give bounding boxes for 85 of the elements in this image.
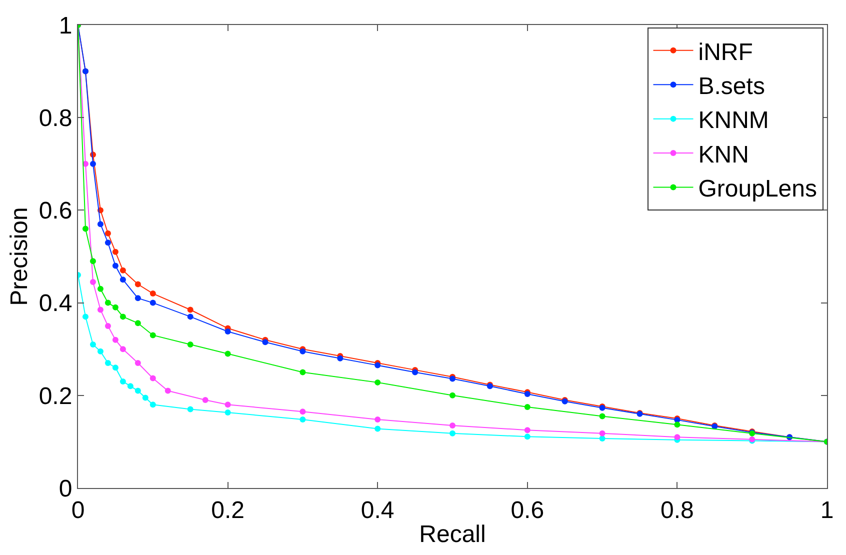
- point: [134, 295, 141, 302]
- point: [187, 406, 194, 412]
- point: [262, 339, 268, 346]
- point: [450, 392, 456, 398]
- point: [134, 388, 141, 394]
- y-tick-label: 1: [58, 12, 72, 40]
- point: [104, 230, 111, 236]
- x-tick-label: 0.4: [360, 496, 394, 524]
- point: [224, 328, 231, 335]
- point: [112, 248, 118, 255]
- point: [450, 422, 456, 428]
- legend-label: KNNM: [698, 107, 769, 134]
- x-tick-label: 0.6: [510, 496, 544, 524]
- point: [187, 306, 194, 313]
- point: [104, 360, 111, 366]
- point: [112, 262, 118, 269]
- x-axis-title: Recall: [419, 521, 486, 548]
- point: [599, 435, 606, 442]
- point: [202, 397, 208, 404]
- point: [120, 314, 126, 320]
- y-tick-label: 0: [58, 475, 72, 502]
- point: [674, 422, 680, 428]
- point: [90, 278, 96, 285]
- point: [82, 226, 88, 232]
- x-tick-label: 0.2: [211, 496, 244, 524]
- point: [97, 306, 104, 313]
- point: [104, 240, 111, 246]
- point: [150, 332, 156, 338]
- point: [187, 341, 194, 348]
- y-tick-label: 0.8: [38, 105, 72, 132]
- point: [187, 314, 194, 320]
- point: [112, 304, 118, 310]
- x-tick-label: 1: [820, 496, 834, 524]
- point: [97, 221, 104, 228]
- point: [524, 404, 530, 410]
- point: [374, 416, 381, 422]
- y-tick-label: 0.6: [38, 198, 72, 225]
- point: [674, 434, 680, 440]
- point: [90, 341, 96, 348]
- point: [90, 258, 96, 264]
- legend-label: iNRF: [698, 38, 753, 66]
- point: [127, 383, 134, 390]
- point: [374, 379, 381, 386]
- point: [450, 430, 456, 436]
- legend-label: KNN: [698, 141, 749, 168]
- point: [300, 369, 306, 376]
- point: [524, 427, 530, 434]
- point: [150, 290, 156, 297]
- point: [150, 375, 156, 382]
- legend-label: GroupLens: [698, 176, 818, 203]
- point: [120, 378, 126, 385]
- legend-label: B.sets: [698, 72, 765, 100]
- point: [599, 430, 606, 436]
- point: [224, 410, 231, 416]
- point: [374, 426, 381, 432]
- point: [412, 369, 418, 376]
- point: [120, 346, 126, 352]
- point: [300, 416, 306, 422]
- point: [150, 402, 156, 408]
- point: [224, 350, 231, 357]
- point: [224, 402, 231, 408]
- y-axis-title: Precision: [6, 207, 33, 306]
- point: [134, 320, 141, 326]
- point: [97, 348, 104, 354]
- y-tick-label: 0.2: [38, 382, 72, 410]
- point: [300, 408, 306, 415]
- point: [524, 434, 530, 440]
- point: [120, 267, 126, 274]
- x-tick-label: 0.8: [660, 496, 694, 524]
- point: [374, 362, 381, 368]
- point: [97, 286, 104, 292]
- point: [112, 364, 118, 371]
- point: [164, 388, 171, 394]
- point: [150, 300, 156, 306]
- y-tick-label: 0.4: [38, 290, 72, 318]
- point: [82, 314, 88, 320]
- point: [599, 413, 606, 420]
- point: [104, 322, 111, 329]
- point: [120, 276, 126, 283]
- point: [104, 300, 111, 306]
- point: [142, 394, 148, 401]
- point: [90, 160, 96, 167]
- point: [112, 336, 118, 343]
- point: [134, 281, 141, 288]
- point: [134, 360, 141, 366]
